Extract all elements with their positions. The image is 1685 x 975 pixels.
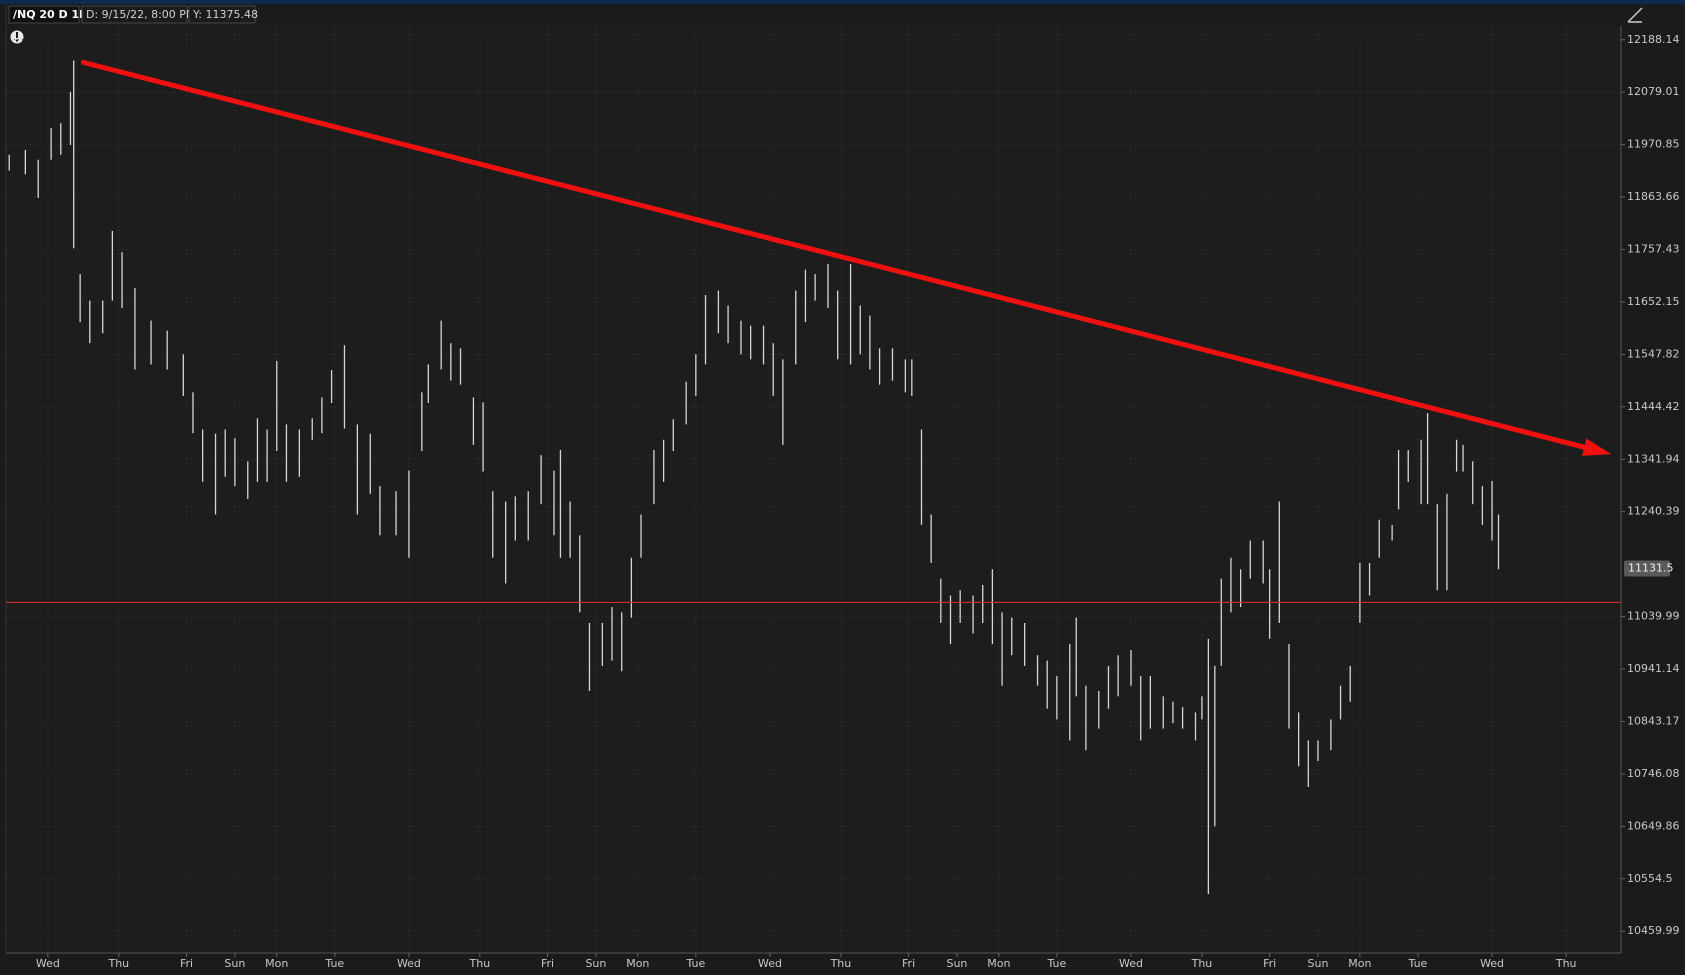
y-tick-label: 12188.14 — [1627, 33, 1680, 46]
y-tick-label: 11547.82 — [1627, 347, 1680, 360]
last-price-box — [1624, 560, 1670, 577]
symbol: /NQ 20 D 1h — [13, 8, 87, 21]
x-tick-label: Sun — [946, 957, 967, 970]
y-tick-label: 10554.5 — [1627, 872, 1673, 885]
trendline-arrowhead — [1581, 438, 1612, 456]
y-tick-label: 11652.15 — [1627, 295, 1680, 308]
x-tick-label: Mon — [626, 957, 649, 970]
x-tick-label: Tue — [1408, 957, 1428, 970]
cursor-date: D: 9/15/22, 8:00 PM — [86, 8, 195, 21]
x-tick-label: Thu — [1191, 957, 1213, 970]
x-tick-label: Tue — [685, 957, 705, 970]
x-tick-label: Tue — [1046, 957, 1066, 970]
y-tick-label: 10746.08 — [1627, 767, 1680, 780]
x-tick-label: Tue — [324, 957, 344, 970]
y-tick-label: 11757.43 — [1627, 243, 1680, 256]
x-tick-label: Sun — [1308, 957, 1329, 970]
y-tick-label: 10843.17 — [1627, 714, 1680, 727]
y-tick-label: 11444.42 — [1627, 400, 1680, 413]
plot-area — [6, 26, 1621, 953]
y-tick-label: 11240.39 — [1627, 505, 1680, 518]
x-tick-label: Sun — [224, 957, 245, 970]
y-tick-label: 10459.99 — [1627, 924, 1680, 937]
last-price-label: 11131.5 — [1628, 561, 1674, 574]
x-tick-label: Wed — [1480, 957, 1504, 970]
y-tick-label: 10941.14 — [1627, 662, 1680, 675]
x-tick-label: Wed — [1119, 957, 1143, 970]
x-tick-label: Mon — [1348, 957, 1371, 970]
y-tick-label: 11863.66 — [1627, 190, 1680, 203]
x-tick-label: Thu — [1555, 957, 1577, 970]
top-strip — [0, 0, 1685, 4]
y-tick-label: 11341.94 — [1627, 452, 1680, 465]
x-tick-label: Mon — [987, 957, 1010, 970]
y-tick-label: 10649.86 — [1627, 819, 1680, 832]
x-tick-label: Thu — [107, 957, 129, 970]
date-box — [81, 5, 188, 24]
trendline — [80, 59, 1587, 450]
cursor-value: Y: 11375.48 — [192, 8, 258, 21]
alert-icon-dot — [16, 39, 18, 42]
x-tick-label: Mon — [265, 957, 288, 970]
x-tick-label: Wed — [758, 957, 782, 970]
x-tick-label: Wed — [397, 957, 421, 970]
x-tick-label: Wed — [36, 957, 60, 970]
x-tick-label: Fri — [902, 957, 915, 970]
x-tick-label: Fri — [180, 957, 193, 970]
x-tick-label: Sun — [585, 957, 606, 970]
x-tick-label: Thu — [830, 957, 852, 970]
symbol-box — [8, 5, 80, 24]
expand-icon[interactable] — [1627, 7, 1643, 23]
alert-icon-bar — [16, 32, 18, 38]
x-tick-label: Fri — [541, 957, 554, 970]
y-tick-label: 11970.85 — [1627, 138, 1680, 151]
value-box — [188, 5, 256, 24]
x-tick-label: Fri — [1263, 957, 1276, 970]
y-tick-label: 11039.99 — [1627, 610, 1680, 623]
y-tick-label: 12079.01 — [1627, 85, 1680, 98]
x-tick-label: Thu — [469, 957, 491, 970]
